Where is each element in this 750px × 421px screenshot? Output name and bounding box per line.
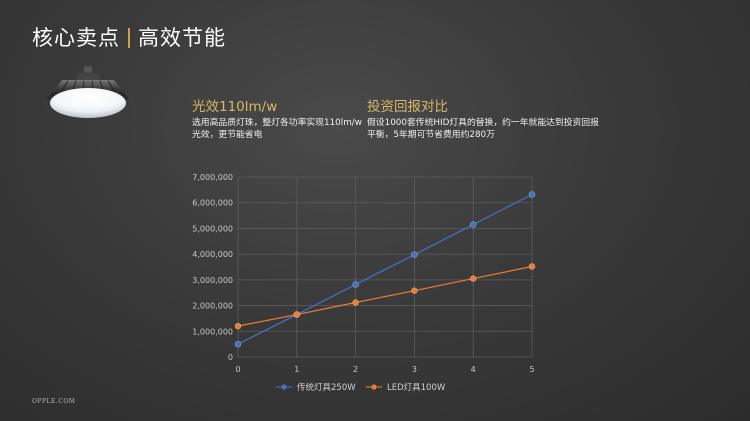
x-tick-label: 0 xyxy=(235,365,240,374)
x-tick-label: 1 xyxy=(294,365,299,374)
roi-line-chart: 7,000,000 6,000,000 5,000,000 4,000,000 3,00… xyxy=(192,173,536,393)
y-tick-label: 2,000,000 xyxy=(192,302,233,311)
legend-marker xyxy=(281,384,287,390)
feature-roi-title: 投资回报对比 xyxy=(367,99,448,115)
series-line xyxy=(237,193,533,345)
y-tick-label: 6,000,000 xyxy=(192,199,233,208)
x-tick-label: 3 xyxy=(412,365,417,374)
x-tick-label: 2 xyxy=(353,365,358,374)
series-point xyxy=(528,191,536,198)
legend-label: 传统灯具250W xyxy=(297,382,356,393)
x-tick-label: 4 xyxy=(471,365,476,374)
chart-grid xyxy=(237,176,533,358)
chart-series xyxy=(234,191,536,348)
series-line xyxy=(237,265,533,327)
y-axis-ticks: 7,000,000 6,000,000 5,000,000 4,000,000 3,00… xyxy=(192,173,233,362)
highbay-lamp-image xyxy=(47,66,129,118)
series-point xyxy=(352,281,359,288)
series-point xyxy=(528,263,536,270)
series-point xyxy=(411,287,418,294)
x-axis-ticks: 0 1 2 3 4 5 xyxy=(235,365,534,374)
title-main: 核心卖点 xyxy=(32,26,120,50)
title-divider xyxy=(128,28,130,48)
y-tick-label: 1,000,000 xyxy=(192,327,233,336)
feature-efficacy-text: 选用高品质灯珠，整灯各功率实现110lm/w光效，更节能省电 xyxy=(192,118,362,140)
feature-efficacy-title: 光效110lm/w xyxy=(192,99,278,115)
feature-roi: 投资回报对比 假设1000套传统HID灯具的替换，约一年就能达到投资回报平衡，5… xyxy=(367,95,602,141)
series-point xyxy=(352,299,359,306)
x-tick-label: 5 xyxy=(529,365,534,374)
y-tick-label: 3,000,000 xyxy=(192,276,233,285)
series-point xyxy=(234,340,242,348)
series-point xyxy=(234,322,242,330)
series-point xyxy=(469,221,477,228)
feature-efficacy: 光效110lm/w 选用高品质灯珠，整灯各功率实现110lm/w光效，更节能省电 xyxy=(192,95,362,141)
y-tick-label: 7,000,000 xyxy=(192,173,233,182)
slide-title: 核心卖点 高效节能 xyxy=(32,22,226,52)
title-sub: 高效节能 xyxy=(138,26,226,50)
series-point xyxy=(293,311,301,318)
feature-roi-text: 假设1000套传统HID灯具的替换，约一年就能达到投资回报平衡，5年期可节省费用… xyxy=(367,118,599,140)
series-point xyxy=(411,251,418,258)
y-tick-label: 0 xyxy=(228,353,233,362)
legend-label: LED灯具100W xyxy=(387,382,446,393)
y-tick-label: 4,000,000 xyxy=(192,250,233,259)
series-point xyxy=(469,275,477,282)
legend-marker xyxy=(371,384,377,390)
footer-logo-text: OPPLE.COM xyxy=(32,398,76,405)
y-tick-label: 5,000,000 xyxy=(192,224,233,233)
chart-legend: 传统灯具250W LED灯具100W xyxy=(276,382,446,393)
